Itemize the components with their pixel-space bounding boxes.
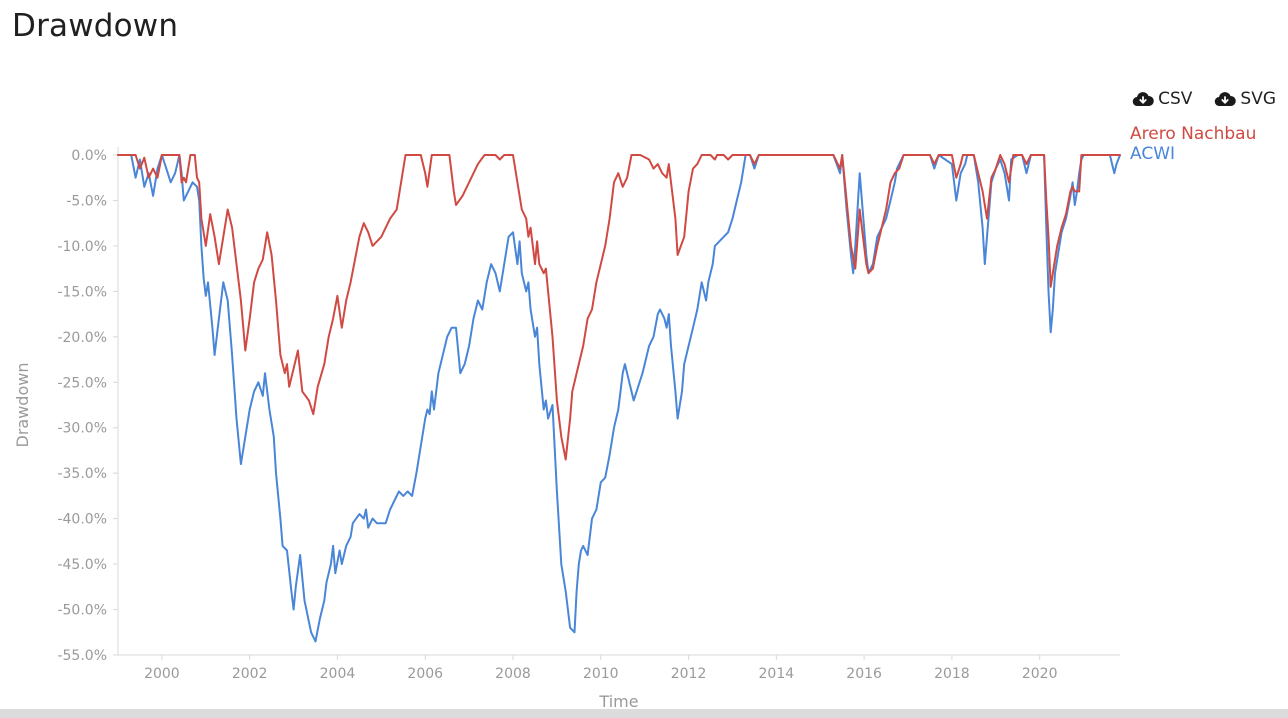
legend-item-arero[interactable]: Arero Nachbau [1130,124,1257,144]
page-title: Drawdown [12,8,179,44]
y-tick-label: -55.0% [57,648,107,664]
y-axis-title: Drawdown [13,363,32,448]
series-line-acwi [117,154,1121,643]
y-tick-label: 0.0% [71,148,107,164]
y-tick-label: -15.0% [57,284,107,300]
y-tick-label: -30.0% [57,421,107,437]
download-svg-label: SVG [1240,89,1276,109]
x-tick-label: 2002 [232,666,268,682]
legend-item-acwi[interactable]: ACWI [1130,144,1176,164]
series-line-arero-nachbau [117,154,1121,461]
x-tick-label: 2016 [846,666,882,682]
y-tick-label: -10.0% [57,239,107,255]
horizontal-scrollbar[interactable] [0,709,1288,718]
y-tick-label: -45.0% [57,557,107,573]
y-tick-label: -20.0% [57,330,107,346]
download-csv-label: CSV [1158,89,1193,109]
cloud-download-icon [1132,91,1154,107]
cloud-download-icon [1214,91,1237,107]
x-tick-label: 2010 [583,666,619,682]
x-tick-label: 2020 [1022,666,1058,682]
y-tick-label: -25.0% [57,375,107,391]
chart-legend: Arero Nachbau ACWI [1130,124,1256,164]
x-tick-label: 2004 [320,666,356,682]
x-tick-label: 2014 [759,666,795,682]
x-tick-label: 2018 [934,666,970,682]
y-tick-label: -5.0% [66,193,107,209]
download-svg-button[interactable]: SVG [1214,89,1276,109]
download-csv-button[interactable]: CSV [1132,89,1192,109]
y-tick-label: -35.0% [57,466,107,482]
y-tick-label: -40.0% [57,512,107,528]
x-tick-label: 2000 [144,666,180,682]
y-tick-label: -50.0% [57,603,107,619]
x-tick-label: 2008 [495,666,531,682]
download-toolbar: CSV SVG [1132,89,1276,109]
x-tick-label: 2006 [407,666,443,682]
x-tick-label: 2012 [671,666,707,682]
x-axis-title: Time [598,692,638,711]
